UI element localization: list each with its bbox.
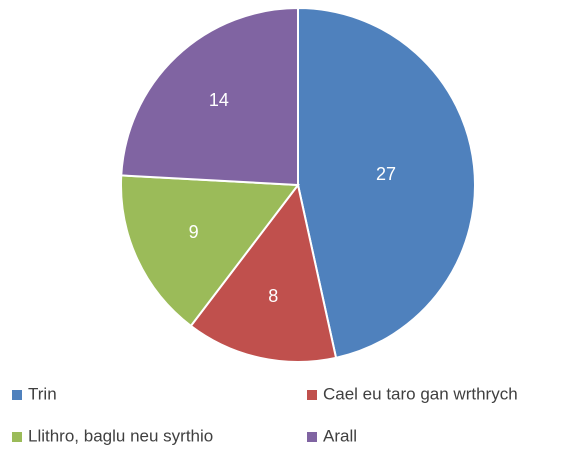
legend-label: Arall [323, 426, 357, 445]
legend-swatch [12, 432, 22, 442]
pie-slice [297, 6, 476, 360]
pie-slice [120, 174, 300, 328]
legend-label: Llithro, baglu neu syrthio [28, 426, 213, 445]
slice-label: 27 [376, 164, 396, 184]
pie-slice [189, 182, 338, 363]
slice-label: 14 [209, 90, 229, 110]
pie-slice [120, 6, 299, 187]
legend-label: Trin [28, 384, 57, 403]
slice-label: 9 [189, 222, 199, 242]
legend-label: Cael eu taro gan wrthrych [323, 384, 518, 403]
legend-swatch [12, 390, 22, 400]
legend-swatch [307, 432, 317, 442]
legend-swatch [307, 390, 317, 400]
slice-label: 8 [268, 286, 278, 306]
